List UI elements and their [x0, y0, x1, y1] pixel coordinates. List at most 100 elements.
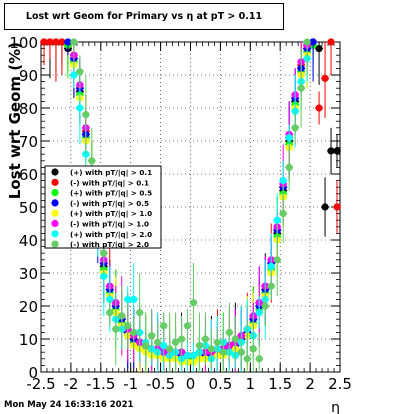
data-point: [100, 249, 108, 257]
data-point: [291, 124, 299, 132]
x-tick-label: -0.5: [146, 375, 175, 393]
data-point: [106, 309, 114, 317]
legend-marker: [51, 168, 59, 176]
data-point: [40, 38, 48, 46]
chart-title-box: Lost wrt Geom for Primary vs η at pT > 0…: [4, 3, 284, 30]
legend-marker: [51, 230, 59, 238]
x-tick-label: -2: [63, 375, 78, 393]
data-point: [46, 38, 54, 46]
data-point: [130, 328, 138, 336]
y-tick-label: 30: [19, 265, 38, 283]
chart-title: Lost wrt Geom for Primary vs η at pT > 0…: [25, 11, 263, 22]
legend-label: (+) with pT/|q| > 2.0: [70, 230, 152, 240]
data-point: [195, 342, 204, 350]
data-point: [327, 147, 335, 155]
y-tick-label: 50: [19, 199, 38, 217]
data-point: [100, 272, 108, 280]
data-point: [171, 338, 180, 346]
data-point: [255, 309, 263, 317]
y-axis-title: Lost wrt Geom (%): [6, 42, 24, 199]
data-point: [124, 322, 132, 330]
data-point: [76, 104, 84, 112]
y-tick-label: 80: [19, 100, 38, 118]
data-point: [76, 68, 84, 76]
y-tick-label: 20: [19, 298, 38, 316]
data-point: [213, 338, 222, 346]
y-tick-label: 70: [19, 133, 38, 151]
legend-box: [44, 165, 162, 249]
data-point: [231, 335, 239, 343]
data-point: [273, 256, 281, 264]
x-tick-label: 0.5: [208, 375, 232, 393]
data-point: [285, 134, 293, 142]
x-tick-label: 0: [186, 375, 196, 393]
data-point: [130, 295, 138, 303]
y-tick-label: 60: [19, 166, 38, 184]
y-tick-label: 40: [19, 232, 38, 250]
footer-date: Mon May 24 16:33:16 2021: [4, 400, 134, 410]
legend-label: (-) with pT/|q| > 1.0: [70, 220, 149, 230]
data-point: [88, 157, 96, 165]
data-point: [142, 342, 150, 350]
data-point: [267, 262, 275, 270]
data-point: [249, 345, 257, 353]
data-point: [183, 351, 192, 360]
legend-marker: [51, 189, 59, 197]
data-point: [255, 355, 263, 363]
y-tick-label: 0: [28, 364, 38, 382]
data-point: [82, 111, 90, 119]
data-point: [201, 335, 210, 343]
legend-label: (+) with pT/|q| > 1.0: [70, 209, 152, 219]
legend-marker: [51, 178, 59, 186]
data-point: [285, 163, 293, 171]
data-point: [315, 104, 323, 112]
y-tick-label: 10: [19, 331, 38, 349]
data-point: [70, 71, 78, 79]
data-point: [297, 84, 305, 92]
data-point: [58, 38, 66, 46]
data-point: [219, 348, 227, 356]
data-point: [243, 355, 251, 363]
y-tick-label: 100: [9, 34, 38, 52]
legend-label: (-) with pT/|q| > 2.0: [70, 240, 149, 250]
data-point: [315, 45, 323, 53]
data-point: [279, 177, 287, 185]
x-tick-label: 1.5: [268, 375, 292, 393]
legend-marker: [51, 209, 59, 217]
x-tick-label: 1: [246, 375, 256, 393]
legend-label: (-) with pT/|q| > 0.1: [70, 178, 149, 188]
legend-label: (+) with pT/|q| > 0.1: [70, 168, 152, 178]
data-point: [165, 345, 174, 353]
data-point: [279, 210, 287, 218]
legend-marker: [51, 199, 59, 207]
data-point: [70, 38, 78, 46]
data-point: [64, 38, 72, 46]
x-tick-label: 2.5: [328, 375, 352, 393]
data-point: [267, 282, 275, 290]
data-point: [321, 203, 329, 211]
y-tick-label: 90: [19, 67, 38, 85]
data-point: [154, 338, 162, 346]
data-point: [183, 322, 192, 330]
data-point: [159, 322, 168, 330]
data-point: [112, 325, 120, 333]
data-point: [118, 312, 126, 320]
data-point: [177, 335, 186, 343]
data-point: [189, 351, 198, 360]
data-point: [225, 328, 233, 336]
data-point: [159, 342, 168, 350]
data-point: [148, 332, 156, 340]
x-tick-label: -1.5: [86, 375, 115, 393]
data-point: [124, 295, 132, 303]
x-tick-label: -1: [123, 375, 138, 393]
data-point: [261, 302, 269, 310]
data-point: [321, 74, 329, 82]
legend-marker: [51, 219, 59, 228]
data-point: [237, 348, 245, 356]
x-tick-label: -2.5: [26, 375, 55, 393]
data-point: [273, 216, 281, 224]
data-point: [207, 345, 216, 353]
legend: (+) with pT/|q| > 0.1(-) with pT/|q| > 0…: [44, 165, 162, 250]
